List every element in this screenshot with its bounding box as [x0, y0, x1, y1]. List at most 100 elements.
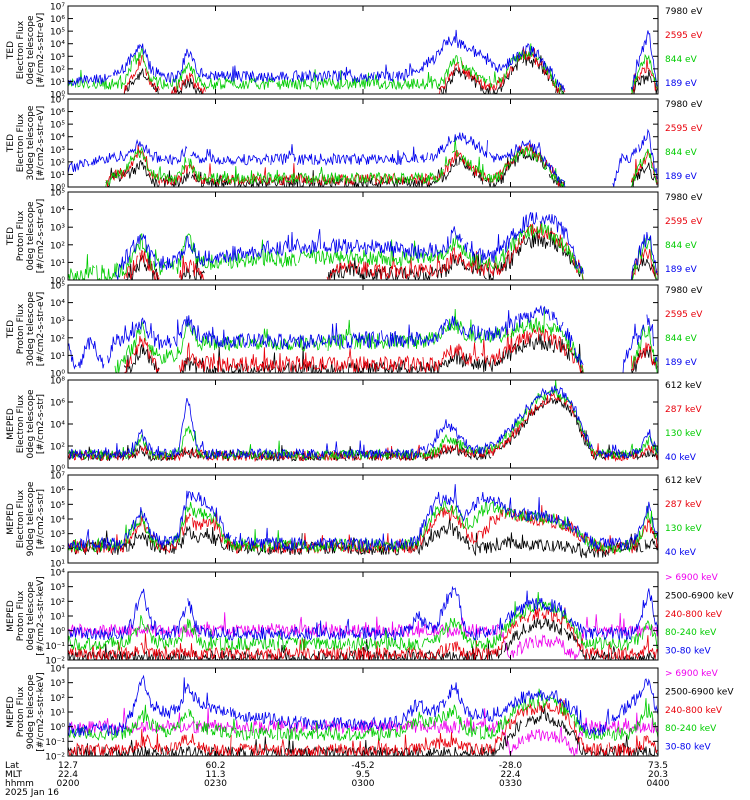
- y-axis-label-line: TED: [6, 134, 16, 153]
- y-tick-label: 10⁻²: [45, 657, 65, 667]
- series-line-2: [123, 47, 658, 94]
- y-axis-label-line: 90deg telescope: [26, 674, 36, 749]
- y-tick-label: 10⁶: [50, 108, 65, 118]
- panel-8: 10⁴ 10³ 10² 10¹ 10⁰ 10⁻¹ 10⁻² MEPED Proton Flux 9…: [6, 665, 734, 763]
- legend-entry: 612 keV: [665, 381, 702, 391]
- legend-entry: 2595 eV: [665, 310, 703, 320]
- footer-lat-value: -45.2: [351, 761, 374, 771]
- y-axis-label-line: MEPED: [6, 600, 16, 632]
- footer-mlt-value: 20.3: [648, 770, 668, 780]
- y-tick-label: 10³: [50, 530, 65, 540]
- footer-mlt-value: 11.3: [205, 770, 225, 780]
- series-line-1: [68, 612, 658, 660]
- y-axis-label-line: Electron Flux: [16, 394, 26, 453]
- plot-frame: [67, 98, 659, 188]
- series-line-4: [68, 128, 658, 187]
- legend-entry: 130 keV: [665, 429, 702, 439]
- y-tick-label: 10⁶: [50, 399, 65, 409]
- y-tick-label: 10⁴: [50, 206, 65, 216]
- y-tick-label: 10⁴: [50, 133, 65, 143]
- legend-entry: 844 eV: [665, 334, 698, 344]
- footer-row-label: hhmm: [5, 779, 34, 789]
- y-tick-label: 10²: [50, 545, 65, 555]
- footer-lat-value: 60.2: [205, 761, 225, 771]
- y-axis-label-line: TED: [6, 320, 16, 339]
- y-tick-label: 10²: [50, 65, 65, 75]
- y-axis-label-line: 0deg telescope: [26, 389, 36, 459]
- legend-entry: 844 eV: [665, 148, 698, 158]
- y-tick-label: 10⁶: [50, 15, 65, 25]
- y-tick-label: 10⁰: [50, 723, 65, 733]
- legend-entry: 40 keV: [665, 453, 697, 463]
- y-tick-label: 10¹: [50, 709, 65, 719]
- y-tick-label: 10⁵: [50, 28, 65, 38]
- y-tick-label: 10²: [50, 241, 65, 251]
- series-group: [68, 212, 658, 280]
- legend-entry: 189 eV: [665, 265, 698, 275]
- series-group: [68, 380, 658, 463]
- y-axis-label-line: Proton Flux: [16, 210, 26, 261]
- footer-hhmm-value: 0230: [204, 779, 227, 789]
- y-tick-label: 10⁶: [50, 486, 65, 496]
- footer-lat-value: 12.7: [58, 761, 78, 771]
- y-tick-label: 10¹: [50, 560, 65, 570]
- y-axis-label-line: [#/cm2-s-str-eV]: [36, 199, 46, 274]
- legend-entry: > 6900 keV: [665, 573, 719, 583]
- y-axis-label-line: MEPED: [6, 503, 16, 535]
- legend-entry: 240-800 keV: [665, 610, 723, 620]
- y-tick-label: 10³: [50, 53, 65, 63]
- panel-6: 10⁷ 10⁶ 10⁵ 10⁴ 10³ 10² 10¹ MEPED Electron Flux 9…: [6, 472, 702, 570]
- legend-entry: 287 keV: [665, 500, 702, 510]
- series-line-4: [68, 484, 658, 552]
- legend-entry: 130 keV: [665, 524, 702, 534]
- series-line-3: [68, 380, 658, 462]
- series-line-4: [68, 305, 658, 373]
- footer-hhmm-value: 0200: [57, 779, 80, 789]
- y-axis-label-line: Electron Flux: [16, 489, 26, 548]
- panel-5: 10⁸ 10⁶ 10⁴ 10² 10⁰ MEPED Electron Flux 0deg te…: [6, 377, 702, 475]
- series-line-3: [68, 606, 658, 660]
- series-line-4: [114, 212, 658, 280]
- y-axis-label-line: TED: [6, 41, 16, 60]
- y-axis-label-line: MEPED: [6, 408, 16, 440]
- panel-4: 10⁵ 10⁴ 10³ 10² 10¹ 10⁰ TED Proton Flux 30deg te…: [6, 282, 703, 380]
- y-axis-label-line: 0deg telescope: [26, 201, 36, 271]
- y-tick-label: 10⁴: [50, 516, 65, 526]
- series-line-5: [68, 674, 658, 737]
- y-tick-label: 10⁴: [50, 40, 65, 50]
- y-tick-label: 10²: [50, 443, 65, 453]
- y-tick-label: 10⁰: [50, 627, 65, 637]
- y-tick-label: 10⁴: [50, 569, 65, 579]
- legend-entry: 80-240 keV: [665, 724, 717, 734]
- y-tick-label: 10³: [50, 146, 65, 156]
- series-line-3: [68, 698, 658, 756]
- series-line-2: [68, 705, 658, 756]
- y-tick-label: 10⁵: [50, 189, 65, 199]
- series-group: [68, 29, 658, 94]
- y-tick-label: 10²: [50, 334, 65, 344]
- y-axis-label-line: 0deg telescope: [26, 581, 36, 651]
- y-tick-label: 10⁻¹: [45, 738, 65, 748]
- footer-mlt-value: 22.4: [500, 770, 520, 780]
- footer-mlt-value: 9.5: [356, 770, 370, 780]
- y-axis-label-line: Proton Flux: [16, 590, 26, 641]
- series-line-2: [123, 326, 658, 373]
- y-axis-label-line: [#/cm2-s-str-keV]: [36, 576, 46, 655]
- legend-entry: 2595 eV: [665, 124, 703, 134]
- footer-hhmm-value: 0300: [352, 779, 375, 789]
- y-tick-label: 10⁰: [50, 91, 65, 101]
- y-tick-label: 10⁰: [50, 370, 65, 380]
- y-axis-label-line: MEPED: [6, 696, 16, 728]
- y-axis-label-line: [#/cm2-s-str-eV]: [36, 106, 46, 181]
- y-tick-label: 10⁴: [50, 299, 65, 309]
- y-tick-label: 10⁰: [50, 465, 65, 475]
- y-tick-label: 10³: [50, 224, 65, 234]
- y-axis-label-line: Proton Flux: [16, 303, 26, 354]
- y-tick-label: 10³: [50, 679, 65, 689]
- legend-entry: 30-80 keV: [665, 647, 711, 657]
- y-axis-label-line: Electron Flux: [16, 113, 26, 172]
- y-tick-label: 10⁰: [50, 184, 65, 194]
- legend-entry: 7980 eV: [665, 286, 703, 296]
